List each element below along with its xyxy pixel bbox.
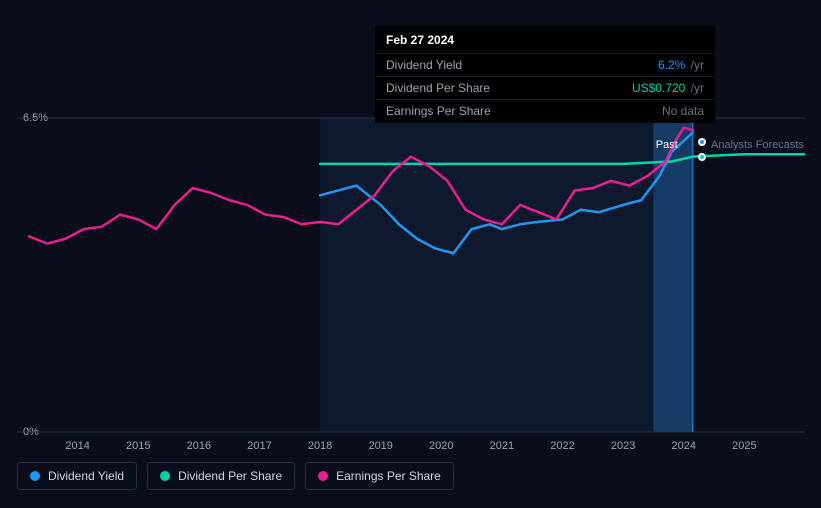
tooltip-date: Feb 27 2024	[376, 27, 714, 53]
tooltip-row-value: US$0.720	[632, 81, 685, 95]
x-axis-label: 2022	[550, 440, 574, 452]
tooltip-row-label: Earnings Per Share	[386, 104, 491, 118]
legend-label: Dividend Per Share	[178, 469, 282, 483]
legend-item[interactable]: Dividend Per Share	[147, 462, 295, 490]
chart-tooltip: Feb 27 2024 Dividend Yield6.2% /yrDivide…	[375, 26, 715, 123]
tooltip-row: Earnings Per Share No data	[376, 99, 714, 122]
tooltip-row-label: Dividend Yield	[386, 58, 462, 72]
series-marker	[698, 138, 706, 146]
series-marker	[698, 153, 706, 161]
x-axis-label: 2025	[732, 440, 756, 452]
legend-swatch	[160, 471, 170, 481]
x-axis-label: 2017	[247, 440, 271, 452]
x-axis-label: 2016	[187, 440, 211, 452]
chart-legend: Dividend Yield Dividend Per Share Earnings…	[17, 462, 454, 490]
legend-swatch	[318, 471, 328, 481]
tooltip-row-value: 6.2%	[658, 58, 685, 72]
tooltip-row-label: Dividend Per Share	[386, 81, 490, 95]
tooltip-row-unit: /yr	[687, 81, 704, 95]
forecast-label: Analysts Forecasts	[711, 139, 804, 151]
tooltip-row: Dividend Per Share US$0.720 /yr	[376, 76, 714, 99]
x-axis-label: 2024	[672, 440, 696, 452]
past-label: Past	[656, 139, 678, 151]
legend-label: Dividend Yield	[48, 469, 124, 483]
x-axis-label: 2020	[429, 440, 453, 452]
tooltip-row-unit: /yr	[687, 58, 704, 72]
legend-swatch	[30, 471, 40, 481]
legend-label: Earnings Per Share	[336, 469, 441, 483]
x-axis-label: 2015	[126, 440, 150, 452]
tooltip-row-value: No data	[662, 104, 704, 118]
tooltip-row: Dividend Yield 6.2% /yr	[376, 53, 714, 76]
dividend-chart: Feb 27 2024 Dividend Yield6.2% /yrDivide…	[17, 10, 805, 450]
legend-item[interactable]: Earnings Per Share	[305, 462, 454, 490]
x-axis-label: 2019	[368, 440, 392, 452]
x-axis-label: 2018	[308, 440, 332, 452]
legend-item[interactable]: Dividend Yield	[17, 462, 137, 490]
x-axis-label: 2014	[65, 440, 89, 452]
x-axis-label: 2023	[611, 440, 635, 452]
x-axis-label: 2021	[490, 440, 514, 452]
